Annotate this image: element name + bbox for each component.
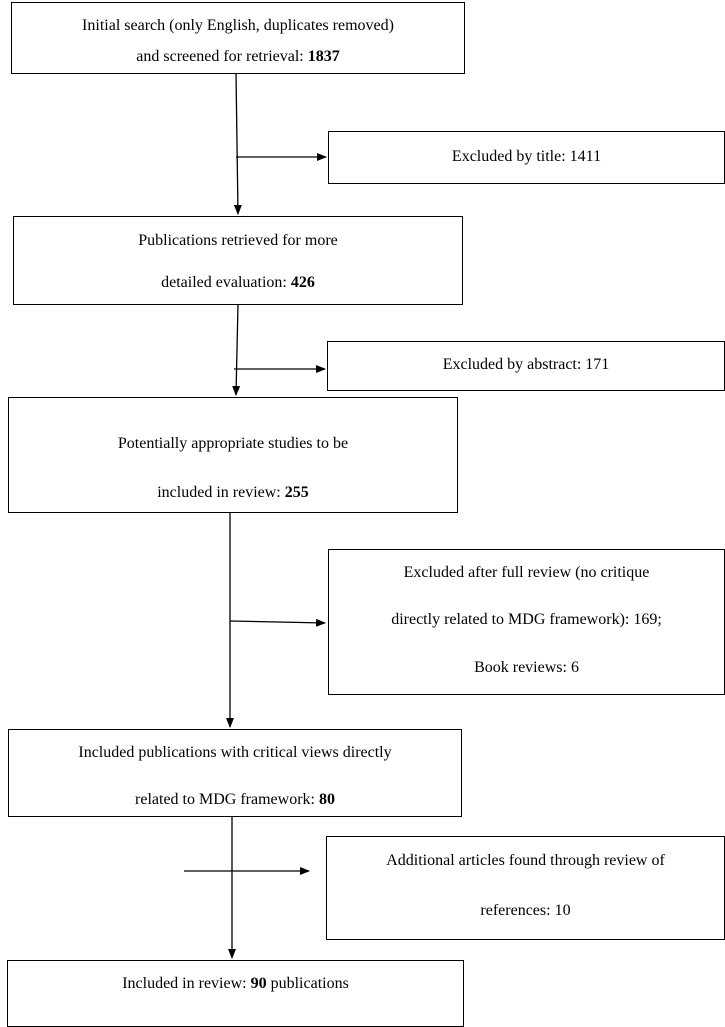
included-in-review-box: Included in review: 90 publications [7,960,464,1027]
potentially-appropriate-box: Potentially appropriate studies to be in… [8,397,458,513]
additional-line2: references: 10 [480,902,571,919]
included-critical-line1: Included publications with critical view… [78,744,392,761]
retrieved-line2: detailed evaluation: 426 [161,274,315,291]
excluded-abstract-box: Excluded by abstract: 171 [327,341,725,391]
excluded-abstract-text: Excluded by abstract: 171 [442,356,610,373]
potential-count: 255 [284,484,309,501]
additional-line1: Additional articles found through review… [386,852,665,869]
additional-articles-box: Additional articles found through review… [326,836,725,940]
included-critical-line2: related to MDG framework: 80 [135,791,335,808]
included-in-review-count: 90 [250,975,267,992]
arrow-retrieved-to-potential [232,303,241,396]
excluded-full-review-box: Excluded after full review (no critique … [328,549,725,695]
included-in-review-text: Included in review: 90 publications [122,975,349,992]
excluded-full-line3: Book reviews: 6 [474,659,579,676]
excluded-full-line2: directly related to MDG framework): 169; [391,611,662,628]
initial-search-count: 1837 [307,48,340,65]
retrieved-count: 426 [290,274,315,291]
potential-line1: Potentially appropriate studies to be [117,435,349,452]
excluded-title-box: Excluded by title: 1411 [328,131,725,184]
arrow-initial-to-retrieved [233,72,242,215]
initial-search-line1: Initial search (only English, duplicates… [82,17,394,34]
retrieved-line1: Publications retrieved for more [138,232,338,249]
excluded-title-text: Excluded by title: 1411 [451,148,602,165]
included-critical-count: 80 [318,791,335,808]
excluded-full-line1: Excluded after full review (no critique [403,564,650,581]
retrieved-box: Publications retrieved for more detailed… [13,216,463,305]
initial-search-line2: and screened for retrieval: 1837 [136,48,340,65]
initial-search-box: Initial search (only English, duplicates… [11,2,465,74]
potential-line2: included in review: 255 [157,484,309,501]
arrow-to-excluded-full [229,618,326,627]
included-critical-box: Included publications with critical view… [8,729,462,817]
